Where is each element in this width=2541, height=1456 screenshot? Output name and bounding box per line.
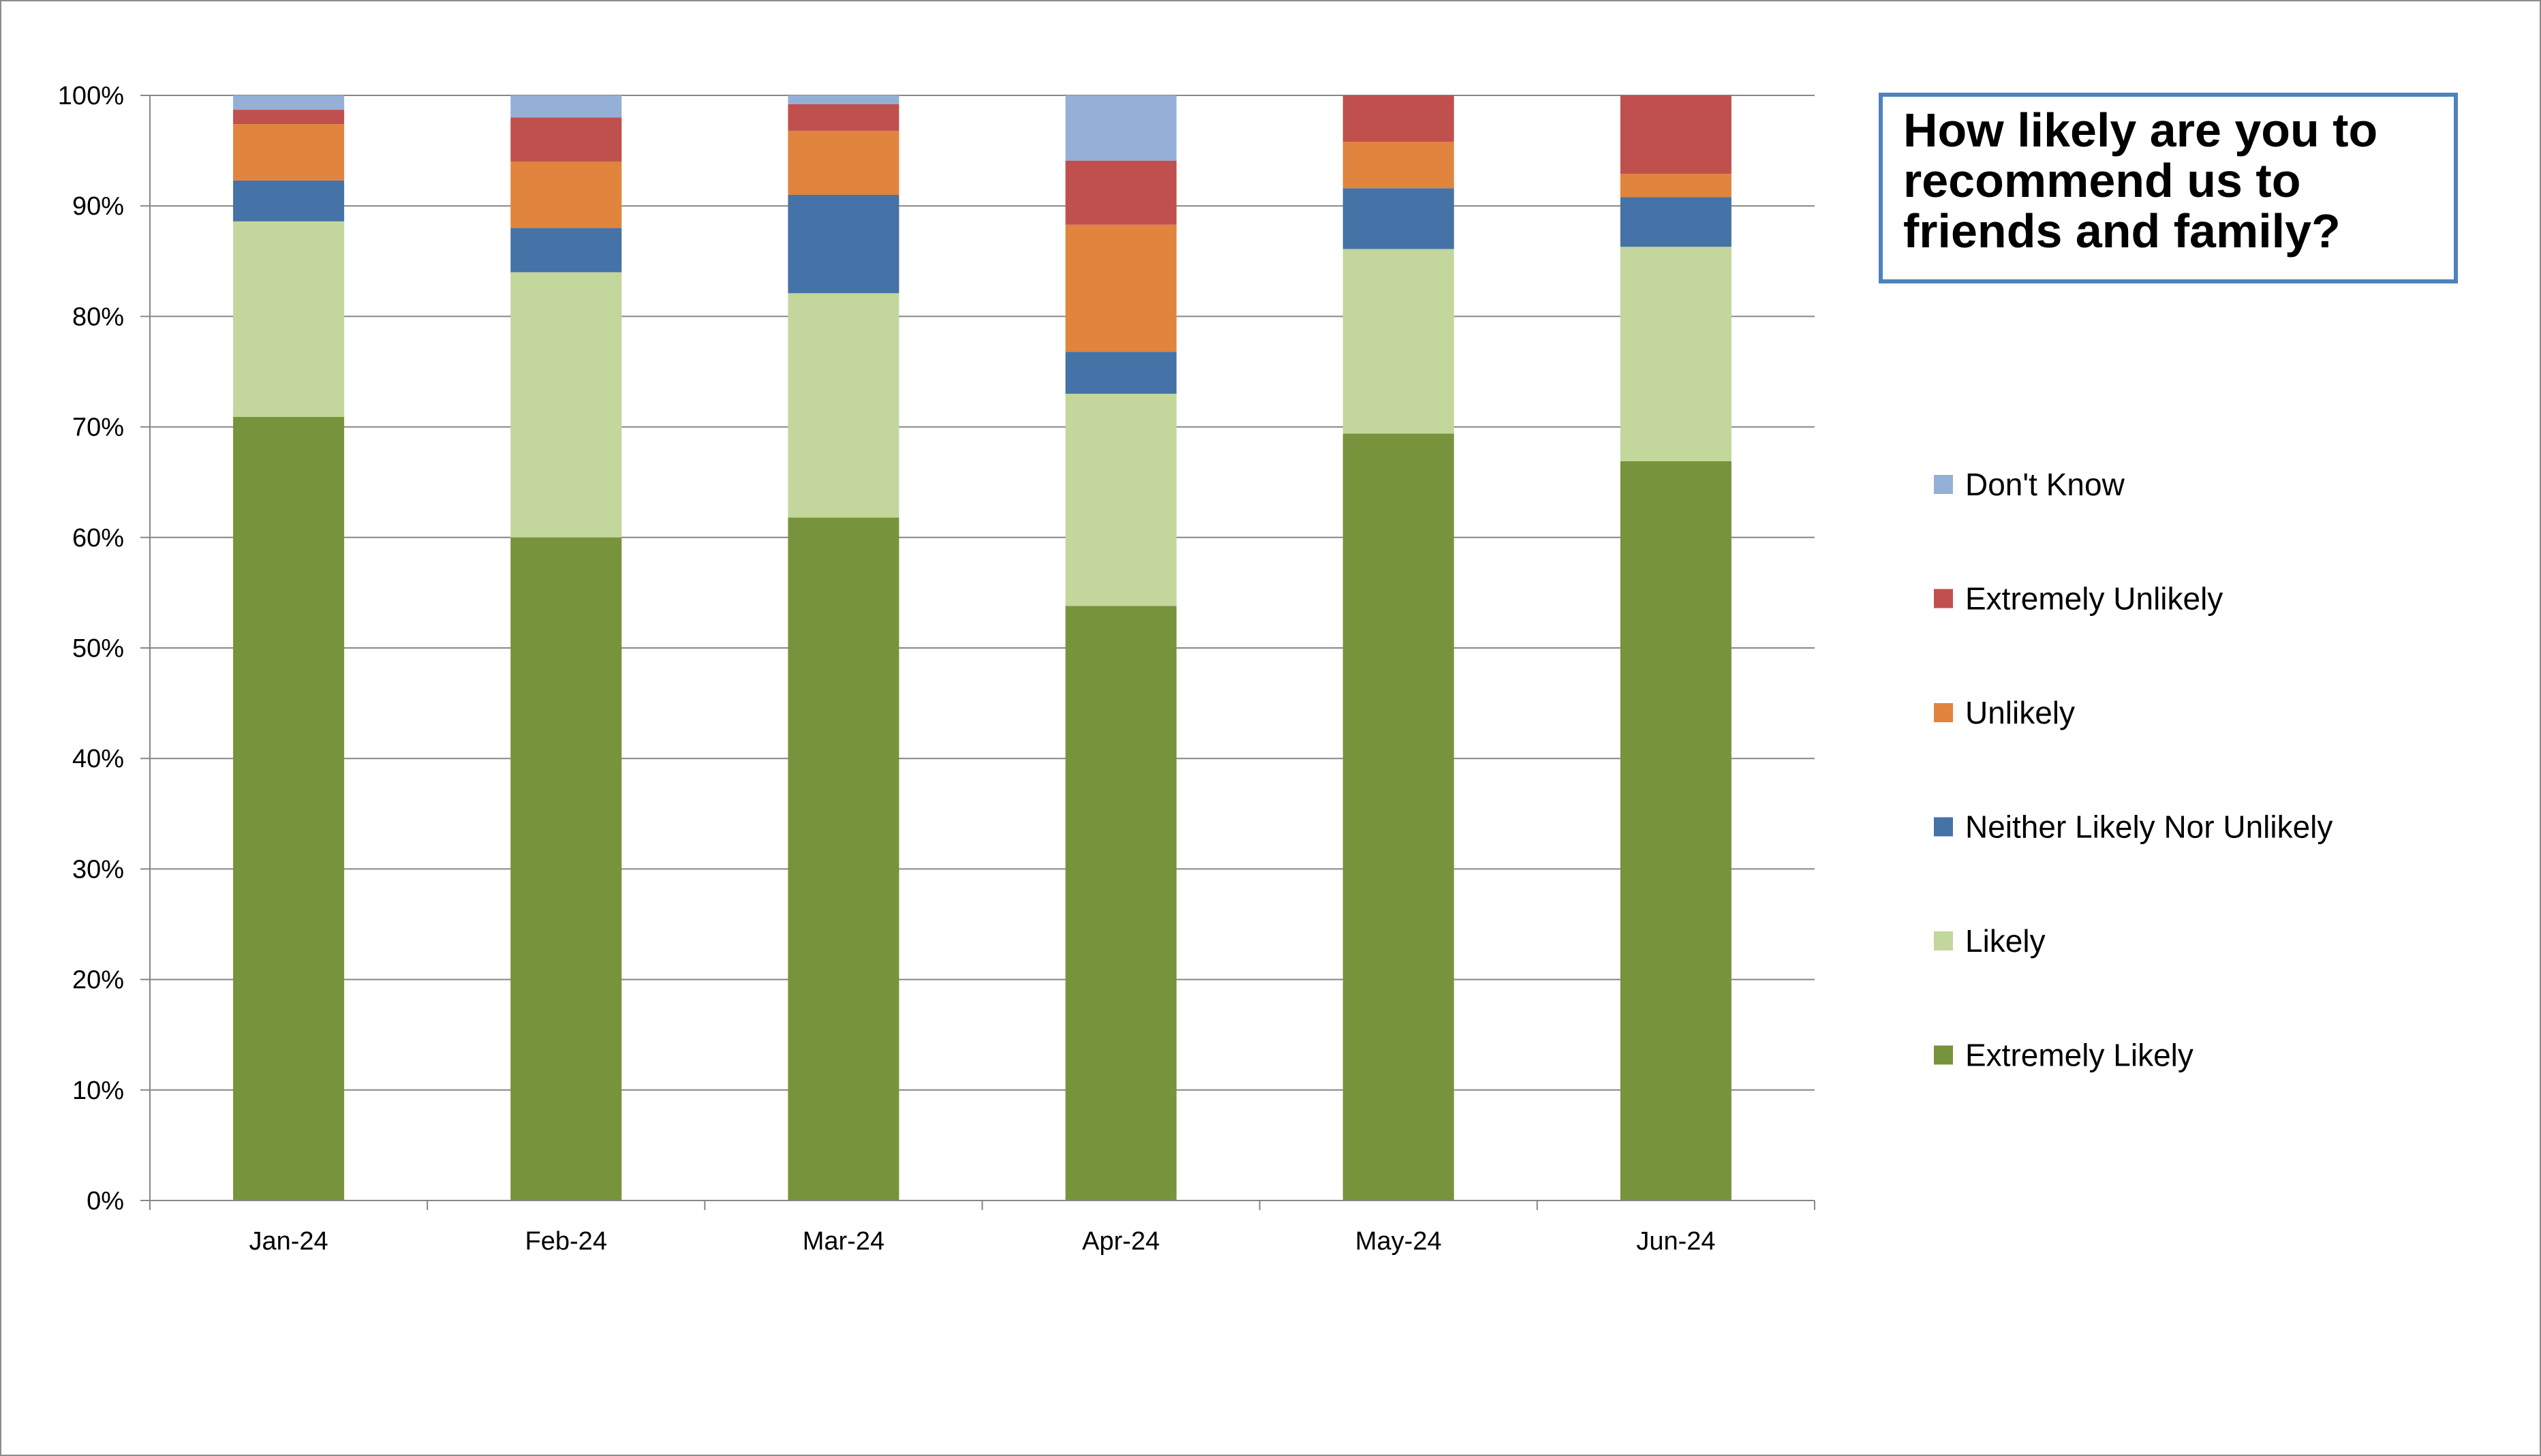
y-tick-label: 10%: [72, 1076, 124, 1105]
bar-segment: [1342, 433, 1454, 1201]
legend-swatch: [1934, 475, 1953, 494]
bar-segment: [233, 221, 345, 418]
legend-entry: Don't Know: [1934, 467, 2125, 502]
gridlines: [150, 95, 1815, 1091]
legend-swatch: [1934, 931, 1953, 950]
bar-segment: [788, 95, 899, 104]
legend-label: Extremely Likely: [1965, 1038, 2193, 1073]
bar-segment: [788, 293, 899, 518]
x-tick-label: Feb-24: [525, 1227, 607, 1256]
bar-segment: [510, 228, 622, 273]
bar-segment: [1065, 352, 1177, 394]
y-tick-label: 100%: [58, 82, 124, 110]
legend-entry: Extremely Likely: [1934, 1038, 2193, 1073]
legend-label: Likely: [1965, 923, 2046, 959]
y-tick-label: 80%: [72, 303, 124, 331]
bar-segment: [1342, 249, 1454, 434]
bar-segment: [233, 124, 345, 181]
legend-entry: Unlikely: [1934, 695, 2075, 730]
bar-segment: [510, 117, 622, 162]
x-tick-label: Mar-24: [803, 1227, 884, 1256]
chart-title-line-2: recommend us to: [1903, 154, 2301, 207]
legend-label: Neither Likely Nor Unlikely: [1965, 809, 2332, 845]
bar-segment: [1065, 224, 1177, 352]
legend-swatch: [1934, 1045, 1953, 1065]
x-tick-label: Jan-24: [249, 1227, 328, 1256]
bar-segment: [1342, 95, 1454, 142]
x-tick-label: May-24: [1355, 1227, 1442, 1256]
bar-segment: [1342, 188, 1454, 249]
bar-segment: [788, 194, 899, 294]
bar-segment: [1065, 160, 1177, 225]
x-axis-tick-labels: Jan-24 Feb-24 Mar-24 Apr-24 May-24 Jun-24: [249, 1227, 1715, 1256]
bar-segment: [1065, 393, 1177, 606]
legend: Don't Know Extremely Unlikely Unlikely Neit…: [1934, 467, 2332, 1073]
legend-entry: Likely: [1934, 923, 2046, 959]
legend-swatch: [1934, 817, 1953, 837]
chart-title-box: How likely are you to recommend us to fr…: [1879, 93, 2458, 283]
bar-segment: [233, 110, 345, 125]
y-tick-label: 50%: [72, 634, 124, 663]
bar-segment: [510, 161, 622, 228]
x-tick-label: Apr-24: [1082, 1227, 1160, 1256]
bar-segment: [510, 95, 622, 118]
y-tick-label: 30%: [72, 855, 124, 884]
x-tick-label: Jun-24: [1636, 1227, 1715, 1256]
legend-label: Extremely Unlikely: [1965, 581, 2223, 617]
bars: [233, 95, 1731, 1201]
y-tick-label: 40%: [72, 745, 124, 773]
bar-segment: [1620, 174, 1731, 198]
legend-label: Don't Know: [1965, 467, 2125, 502]
bar-segment: [233, 180, 345, 221]
legend-swatch: [1934, 703, 1953, 722]
bar-segment: [1342, 142, 1454, 189]
bar-segment: [1620, 197, 1731, 247]
bar-segment: [1620, 95, 1731, 174]
legend-label: Unlikely: [1965, 695, 2075, 730]
y-tick-label: 60%: [72, 524, 124, 553]
y-tick-label: 0%: [87, 1187, 124, 1215]
bar-segment: [788, 517, 899, 1201]
bar-segment: [510, 537, 622, 1201]
y-tick-label: 90%: [72, 192, 124, 221]
bar-segment: [233, 95, 345, 110]
bar-segment: [233, 417, 345, 1201]
y-axis-tick-labels: 0% 10% 20% 30% 40% 50% 60% 70% 80% 90% 100%: [58, 82, 124, 1215]
y-tick-label: 20%: [72, 966, 124, 995]
legend-entry: Neither Likely Nor Unlikely: [1934, 809, 2332, 845]
legend-swatch: [1934, 589, 1953, 608]
bar-segment: [510, 272, 622, 538]
bar-segment: [1620, 247, 1731, 461]
legend-entry: Extremely Unlikely: [1934, 581, 2223, 617]
bar-segment: [1065, 606, 1177, 1201]
bar-segment: [788, 130, 899, 195]
bar-segment: [1065, 95, 1177, 161]
chart-title-line-3: friends and family?: [1903, 204, 2341, 258]
y-tick-label: 70%: [72, 414, 124, 442]
axes: [140, 95, 1815, 1210]
chart-title-line-1: How likely are you to: [1903, 104, 2378, 157]
bar-segment: [1620, 461, 1731, 1201]
bar-segment: [788, 104, 899, 131]
